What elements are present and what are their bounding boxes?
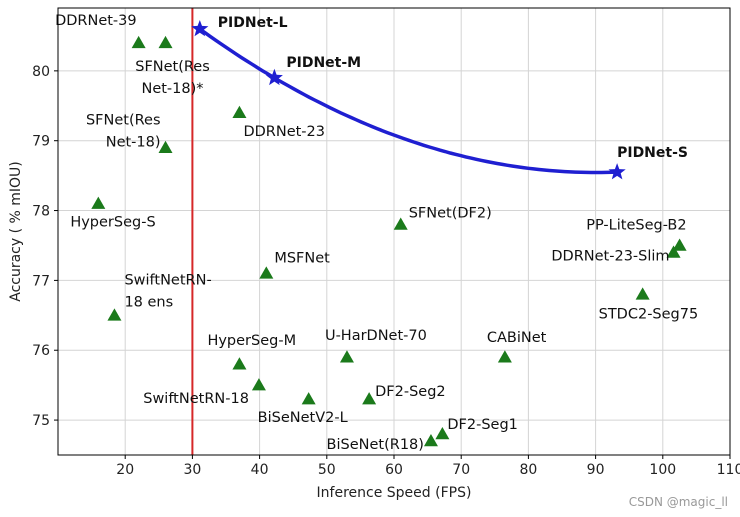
x-tick-label: 90: [587, 462, 605, 478]
watermark: CSDN @magic_ll: [629, 495, 728, 509]
triangle-marker: [232, 357, 247, 370]
y-tick-label: 80: [32, 64, 50, 80]
pidnet-label: PIDNet-M: [286, 55, 361, 71]
point-label: DDRNet-23-Slim: [551, 248, 669, 264]
triangle-marker: [158, 35, 173, 49]
star-marker: [191, 20, 209, 37]
point-label: DDRNet-39: [55, 13, 137, 29]
triangle-marker: [91, 196, 106, 209]
triangle-marker: [666, 245, 681, 258]
point-label: Net-18)*: [141, 81, 203, 97]
triangle-marker: [158, 140, 173, 153]
triangle-marker: [107, 308, 122, 321]
x-tick-label: 30: [183, 462, 201, 478]
grid-lines: [58, 8, 731, 455]
pidnet-label: PIDNet-L: [218, 15, 288, 31]
point-label: U-HarDNet-70: [325, 328, 427, 344]
point-label: BiSeNet(R18): [327, 437, 424, 453]
triangle-marker: [339, 350, 354, 363]
triangle-marker: [423, 434, 438, 447]
point-label: STDC2-Seg75: [599, 306, 699, 322]
triangle-marker: [435, 427, 450, 440]
triangle-marker: [672, 238, 687, 251]
triangle-marker: [362, 392, 377, 405]
point-label: SFNet(DF2): [409, 206, 492, 222]
markers: [91, 20, 687, 447]
x-axis-label: Inference Speed (FPS): [317, 485, 472, 501]
x-tick-label: 80: [519, 462, 537, 478]
point-label: SFNet(Res: [86, 113, 161, 129]
y-axis-ticks: 75 76 77 78 79 80: [32, 64, 58, 429]
triangle-marker: [635, 287, 650, 300]
point-label: SFNet(Res: [135, 59, 210, 75]
point-label: BiSeNetV2-L: [258, 410, 348, 426]
triangle-marker: [232, 105, 247, 119]
point-label: Net-18): [106, 135, 161, 151]
triangle-marker: [131, 35, 146, 49]
y-tick-label: 78: [32, 204, 50, 220]
triangle-marker: [301, 392, 316, 405]
point-labels: DDRNet-39 SFNet(Res Net-18)* DDRNet-23 SFNet…: [55, 13, 698, 453]
point-label: 18 ens: [124, 294, 173, 310]
x-tick-label: 110: [717, 462, 740, 478]
point-label: MSFNet: [274, 250, 330, 266]
y-tick-label: 75: [32, 413, 50, 429]
x-tick-label: 70: [452, 462, 470, 478]
star-marker: [265, 68, 283, 86]
x-tick-label: 40: [251, 462, 269, 478]
point-label: HyperSeg-S: [70, 215, 155, 231]
point-label: SwiftNetRN-18: [143, 391, 249, 407]
x-tick-label: 50: [318, 462, 336, 478]
point-label: DF2-Seg2: [375, 384, 446, 400]
star-marker: [608, 163, 626, 180]
pidnet-label: PIDNet-S: [617, 145, 688, 161]
point-label: DDRNet-23: [243, 124, 325, 140]
point-label: SwiftNetRN-: [124, 272, 211, 288]
triangle-marker: [497, 350, 512, 363]
pidnet-curve: [198, 27, 618, 175]
y-axis-label: Accuracy ( % mIOU): [8, 161, 24, 302]
y-tick-label: 77: [32, 273, 50, 289]
x-tick-label: 20: [116, 462, 134, 478]
point-label: DF2-Seg1: [447, 417, 518, 433]
pidnet-trend-curve: [198, 27, 618, 175]
y-tick-label: 76: [32, 343, 50, 359]
point-label: HyperSeg-M: [207, 333, 296, 349]
point-label: CABiNet: [487, 330, 547, 346]
x-tick-label: 100: [649, 462, 676, 478]
x-tick-label: 60: [385, 462, 403, 478]
triangle-marker: [393, 217, 408, 230]
y-tick-label: 79: [32, 134, 50, 150]
point-label: PP-LiteSeg-B2: [586, 217, 686, 233]
triangle-marker: [251, 378, 266, 391]
triangle-marker: [259, 266, 274, 279]
x-axis-ticks: 20 30 40 50 60 70 80 90 100 110: [116, 455, 740, 478]
